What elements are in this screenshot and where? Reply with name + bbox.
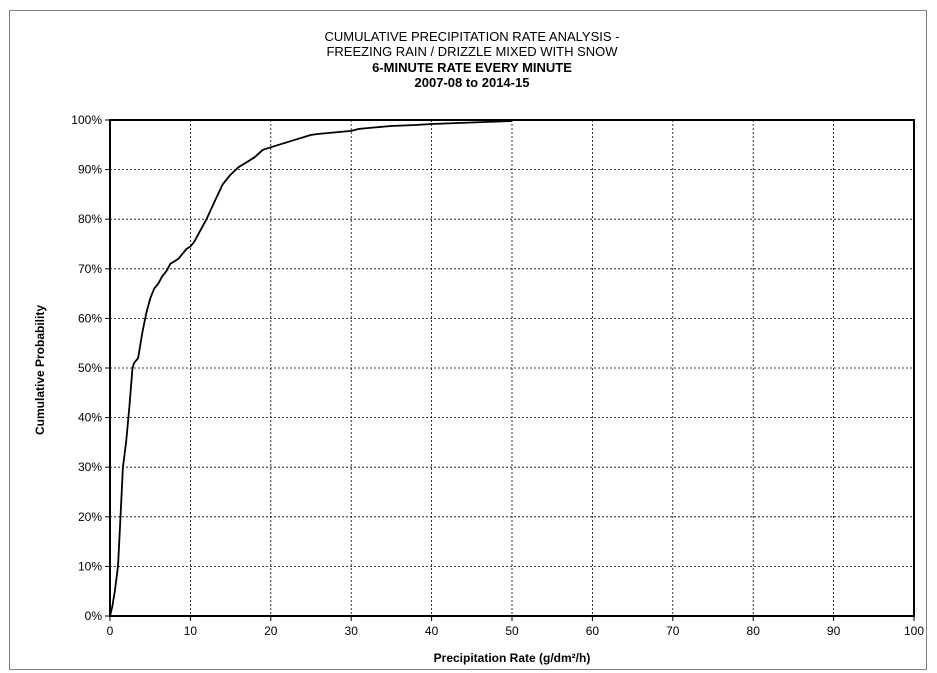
- x-tick-label: 40: [425, 624, 439, 638]
- x-tick-label: 90: [827, 624, 841, 638]
- title-line-2: FREEZING RAIN / DRIZZLE MIXED WITH SNOW: [326, 44, 618, 59]
- x-tick-label: 100: [904, 624, 924, 638]
- y-tick-label: 100%: [71, 113, 102, 127]
- title-line-3: 6-MINUTE RATE EVERY MINUTE: [372, 60, 572, 75]
- x-axis-title: Precipitation Rate (g/dm²/h): [434, 651, 591, 665]
- x-tick-label: 0: [107, 624, 114, 638]
- y-tick-label: 30%: [78, 460, 102, 474]
- x-tick-label: 80: [747, 624, 761, 638]
- y-tick-label: 60%: [78, 311, 102, 325]
- y-tick-label: 50%: [78, 361, 102, 375]
- x-tick-label: 50: [505, 624, 519, 638]
- chart-title: CUMULATIVE PRECIPITATION RATE ANALYSIS -…: [325, 29, 620, 90]
- title-line-4: 2007-08 to 2014-15: [415, 75, 530, 90]
- x-tick-label: 70: [666, 624, 680, 638]
- y-tick-label: 0%: [85, 609, 103, 623]
- y-axis-title: Cumulative Probability: [33, 305, 47, 435]
- grid: [110, 120, 914, 616]
- y-tick-label: 20%: [78, 510, 102, 524]
- plot-area-border: [109, 119, 915, 617]
- y-tick-label: 80%: [78, 212, 102, 226]
- y-tick-label: 70%: [78, 262, 102, 276]
- y-tick-label: 40%: [78, 411, 102, 425]
- cumulative-probability-line: [109, 120, 513, 617]
- y-axis-ticks: 0% 10% 20% 30% 40% 50% 60% 70% 80% 90% 100%: [71, 113, 110, 623]
- x-tick-label: 10: [184, 624, 198, 638]
- x-axis-ticks: 0 10 20 30 40 50 60 70 80 90 100: [107, 616, 924, 638]
- title-line-1: CUMULATIVE PRECIPITATION RATE ANALYSIS -: [325, 29, 620, 44]
- x-tick-label: 30: [345, 624, 359, 638]
- x-tick-label: 20: [264, 624, 278, 638]
- x-tick-label: 60: [586, 624, 600, 638]
- y-tick-label: 90%: [78, 163, 102, 177]
- y-tick-label: 10%: [78, 559, 102, 573]
